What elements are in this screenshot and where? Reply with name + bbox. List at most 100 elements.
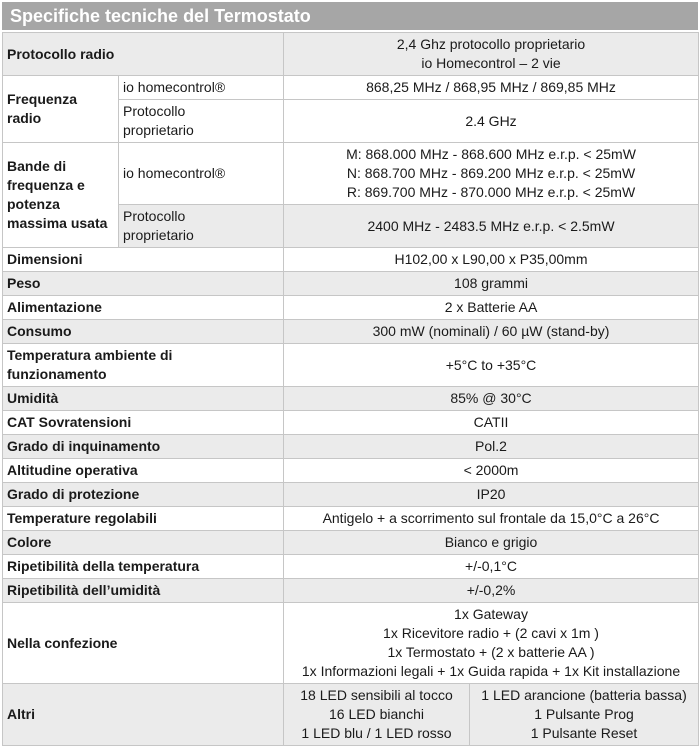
spec-label-cell: Temperatura ambiente di funzionamento <box>2 343 284 387</box>
table-row: Ripetibilità dell’umidità +/-0,2% <box>2 578 700 603</box>
text-line: radio <box>7 110 42 126</box>
table-row: Altitudine operativa < 2000m <box>2 458 700 483</box>
text-line: 2,4 Ghz protocollo proprietario <box>396 36 586 52</box>
table-row: Grado di inquinamento Pol.2 <box>2 434 700 459</box>
text-line: Colore <box>7 534 52 550</box>
text-line: 1x Informazioni legali + 1x Guida rapida… <box>301 663 681 679</box>
text-line: 85% @ 30°C <box>450 390 532 406</box>
spec-value-cell: 1 LED arancione (batteria bassa) 1 Pulsan… <box>468 683 700 746</box>
text-line: +/-0,2% <box>466 582 516 598</box>
text-line: Peso <box>7 275 41 291</box>
spec-value-cell: 108 grammi <box>282 271 700 296</box>
text-line: potenza <box>7 196 60 212</box>
text-line: Antigelo + a scorrimento sul frontale da… <box>322 510 660 526</box>
text-line: Nella confezione <box>7 634 118 651</box>
spec-label-cell: CAT Sovratensioni <box>2 410 284 435</box>
text-line: Ripetibilità della temperatura <box>7 558 200 574</box>
text-line: 1 Pulsante Prog <box>534 706 634 722</box>
spec-sublabel-cell: Protocollo proprietario <box>118 99 284 143</box>
spec-label-cell: Grado di inquinamento <box>2 434 284 459</box>
text-line: Protocollo <box>123 208 186 224</box>
text-line: R: 869.700 MHz - 870.000 MHz e.r.p. < 25… <box>346 184 636 200</box>
text-line: io Homecontrol – 2 vie <box>421 55 561 71</box>
text-line: Alimentazione <box>7 299 102 315</box>
text-line: frequenza e <box>7 177 85 193</box>
spec-value-cell: 2,4 Ghz protocollo proprietario io Homeco… <box>282 32 700 76</box>
spec-label-cell: Frequenza radio <box>2 75 119 143</box>
text-line: io homecontrol® <box>123 79 226 95</box>
spec-label-cell: Consumo <box>2 319 284 344</box>
text-line: Altitudine operativa <box>7 462 138 478</box>
spec-value-cell: CATII <box>282 410 700 435</box>
text-line: H102,00 x L90,00 x P35,00mm <box>394 251 588 267</box>
text-line: Bande di <box>7 158 67 174</box>
table-row: Protocollo proprietario 2.4 GHz <box>3 99 700 143</box>
spec-value-cell: 868,25 MHz / 868,95 MHz / 869,85 MHz <box>282 75 700 100</box>
text-line: 108 grammi <box>454 275 528 291</box>
spec-value-cell: +/-0,1°C <box>282 554 700 579</box>
table-row: Protocollo proprietario 2400 MHz - 2483.5 … <box>3 204 700 248</box>
spec-table-body: Protocollo radio 2,4 Ghz protocollo propr… <box>2 32 700 746</box>
text-line: massima usata <box>7 215 108 231</box>
text-line: 1x Gateway <box>454 606 528 622</box>
text-line: Temperatura ambiente di <box>7 347 173 363</box>
text-line: proprietario <box>123 227 194 243</box>
text-line: 18 LED sensibili al tocco <box>300 687 453 703</box>
spec-value-cell: 2 x Batterie AA <box>282 295 700 320</box>
text-line: N: 868.700 MHz - 869.200 MHz e.r.p. < 25… <box>346 165 636 181</box>
page-title: Specifiche tecniche del Termostato <box>2 2 698 30</box>
spec-label-cell: Colore <box>2 530 284 555</box>
text-line: funzionamento <box>7 366 107 382</box>
spec-label-cell: Ripetibilità della temperatura <box>2 554 284 579</box>
spec-label-cell: Temperature regolabili <box>2 506 284 531</box>
text-line: Protocollo radio <box>7 45 115 62</box>
spec-label-cell: Protocollo radio <box>2 32 284 76</box>
text-line: Dimensioni <box>7 251 83 267</box>
text-line: < 2000m <box>463 462 519 478</box>
text-line: 1 Pulsante Reset <box>530 725 638 741</box>
spec-value-cell: 85% @ 30°C <box>282 386 700 411</box>
spec-value-cell: M: 868.000 MHz - 868.600 MHz e.r.p. < 25… <box>282 142 700 205</box>
table-row: Frequenza radio io homecontrol® 868,25 MHz … <box>2 75 700 143</box>
spec-label-cell: Umidità <box>2 386 284 411</box>
text-line: Grado di inquinamento <box>7 438 161 454</box>
text-line: Umidità <box>7 390 59 406</box>
spec-value-cell: +/-0,2% <box>282 578 700 603</box>
spec-label-cell: Nella confezione <box>2 602 284 684</box>
text-line: IP20 <box>476 486 506 502</box>
text-line: 1 LED arancione (batteria bassa) <box>481 687 687 703</box>
spec-label-cell: Dimensioni <box>2 247 284 272</box>
table-row: Protocollo radio 2,4 Ghz protocollo propr… <box>2 32 700 76</box>
text-line: 868,25 MHz / 868,95 MHz / 869,85 MHz <box>366 79 616 95</box>
text-line: Protocollo <box>123 103 186 119</box>
spec-sublabel-cell: Protocollo proprietario <box>118 204 284 248</box>
table-row: Temperatura ambiente di funzionamento +5°C… <box>2 343 700 387</box>
spec-value-cell: Bianco e grigio <box>282 530 700 555</box>
spec-label-cell: Altitudine operativa <box>2 458 284 483</box>
text-line: +/-0,1°C <box>465 558 517 574</box>
text-line: 16 LED bianchi <box>329 706 424 722</box>
text-line: Consumo <box>7 323 72 339</box>
table-row: Dimensioni H102,00 x L90,00 x P35,00mm <box>2 247 700 272</box>
spec-label-cell: Bande di frequenza e potenza massima usata <box>2 142 119 248</box>
spec-label-cell: Ripetibilità dell’umidità <box>2 578 284 603</box>
text-line: 1x Ricevitore radio + (2 cavi x 1m ) <box>383 625 599 641</box>
table-row: Peso 108 grammi <box>2 271 700 296</box>
spec-value-cell: +5°C to +35°C <box>282 343 700 387</box>
spec-value-cell: Pol.2 <box>282 434 700 459</box>
text-line: Pol.2 <box>475 438 507 454</box>
spec-value-cell: Antigelo + a scorrimento sul frontale da… <box>282 506 700 531</box>
text-line: M: 868.000 MHz - 868.600 MHz e.r.p. < 25… <box>346 146 636 162</box>
table-row: CAT Sovratensioni CATII <box>2 410 700 435</box>
table-row: Temperature regolabili Antigelo + a scorr… <box>2 506 700 531</box>
table-row: Grado di protezione IP20 <box>2 482 700 507</box>
text-line: Grado di protezione <box>7 486 140 502</box>
spec-value-cell: < 2000m <box>282 458 700 483</box>
table-row: Bande di frequenza e potenza massima usata i… <box>2 142 700 248</box>
table-row: Altri 18 LED sensibili al tocco 16 LED bia… <box>2 683 700 746</box>
spec-label-cell: Alimentazione <box>2 295 284 320</box>
table-row: Consumo 300 mW (nominali) / 60 µW (stand-… <box>2 319 700 344</box>
table-row: Ripetibilità della temperatura +/-0,1°C <box>2 554 700 579</box>
table-row: Umidità 85% @ 30°C <box>2 386 700 411</box>
spec-value-cell: H102,00 x L90,00 x P35,00mm <box>282 247 700 272</box>
